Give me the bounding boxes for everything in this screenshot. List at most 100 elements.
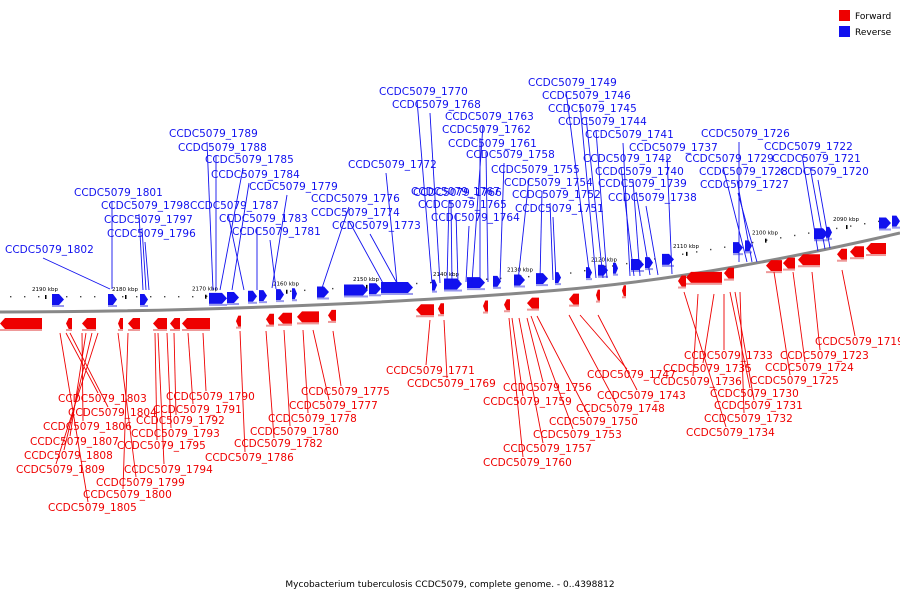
reverse-gene-arrow[interactable] (467, 277, 485, 289)
forward-gene-arrow[interactable] (416, 304, 434, 316)
forward-gene-arrow[interactable] (837, 248, 847, 260)
reverse-gene-label[interactable]: CCDC5079_1781 (232, 226, 321, 238)
reverse-gene-label[interactable]: CCDC5079_1774 (311, 207, 400, 219)
reverse-gene-label[interactable]: CCDC5079_1798 (101, 200, 190, 212)
forward-gene-label[interactable]: CCDC5079_1756 (503, 382, 592, 394)
forward-gene-label[interactable]: CCDC5079_1809 (16, 464, 105, 476)
reverse-gene-label[interactable]: CCDC5079_1788 (178, 142, 267, 154)
forward-gene-label[interactable]: CCDC5079_1759 (483, 396, 572, 408)
reverse-gene-label[interactable]: CCDC5079_1772 (348, 159, 437, 171)
forward-gene-arrow[interactable] (483, 300, 488, 312)
reverse-gene-arrow[interactable] (514, 274, 525, 286)
forward-gene-label[interactable]: CCDC5079_1803 (58, 393, 147, 405)
reverse-gene-label[interactable]: CCDC5079_1720 (780, 166, 869, 178)
forward-gene-label[interactable]: CCDC5079_1807 (30, 436, 119, 448)
forward-gene-arrow[interactable] (118, 318, 123, 329)
reverse-gene-label[interactable]: CCDC5079_1741 (585, 129, 674, 141)
forward-gene-label[interactable]: CCDC5079_1804 (68, 407, 157, 419)
forward-gene-label[interactable]: CCDC5079_1775 (301, 386, 390, 398)
reverse-gene-arrow[interactable] (248, 290, 257, 302)
reverse-gene-label[interactable]: CCDC5079_1767 (411, 186, 500, 198)
forward-gene-label[interactable]: CCDC5079_1724 (765, 362, 854, 374)
reverse-gene-arrow[interactable] (662, 253, 674, 265)
reverse-gene-arrow[interactable] (227, 291, 239, 303)
forward-gene-label[interactable]: CCDC5079_1795 (117, 440, 206, 452)
reverse-gene-arrow[interactable] (814, 228, 828, 240)
forward-gene-label[interactable]: CCDC5079_1747 (587, 369, 676, 381)
forward-gene-arrow[interactable] (153, 318, 167, 329)
forward-gene-label[interactable]: CCDC5079_1792 (136, 415, 225, 427)
reverse-gene-arrow[interactable] (536, 273, 548, 285)
forward-gene-label[interactable]: CCDC5079_1734 (686, 427, 775, 439)
forward-gene-arrow[interactable] (328, 309, 336, 321)
forward-gene-label[interactable]: CCDC5079_1731 (714, 400, 803, 412)
reverse-gene-arrow[interactable] (493, 275, 501, 287)
forward-gene-label[interactable]: CCDC5079_1786 (205, 452, 294, 464)
forward-gene-label[interactable]: CCDC5079_1800 (83, 489, 172, 501)
forward-gene-label[interactable]: CCDC5079_1719 (815, 336, 900, 348)
forward-gene-arrow[interactable] (182, 318, 210, 329)
reverse-gene-arrow[interactable] (259, 290, 267, 302)
reverse-gene-label[interactable]: CCDC5079_1773 (332, 220, 421, 232)
reverse-gene-label[interactable]: CCDC5079_1752 (512, 189, 601, 201)
forward-gene-arrow[interactable] (527, 297, 539, 309)
forward-gene-label[interactable]: CCDC5079_1808 (24, 450, 113, 462)
forward-gene-arrow[interactable] (266, 313, 274, 325)
forward-gene-arrow[interactable] (622, 285, 626, 297)
reverse-gene-arrow[interactable] (381, 281, 413, 293)
reverse-gene-label[interactable]: CCDC5079_1740 (595, 166, 684, 178)
forward-gene-arrow[interactable] (504, 299, 510, 311)
forward-gene-label[interactable]: CCDC5079_1777 (289, 400, 378, 412)
forward-gene-arrow[interactable] (686, 271, 722, 283)
reverse-gene-label[interactable]: CCDC5079_1727 (700, 179, 789, 191)
forward-gene-arrow[interactable] (82, 318, 96, 329)
reverse-gene-label[interactable]: CCDC5079_1770 (379, 86, 468, 98)
forward-gene-arrow[interactable] (766, 260, 782, 272)
reverse-gene-label[interactable]: CCDC5079_1785 (205, 154, 294, 166)
reverse-gene-label[interactable]: CCDC5079_1787 (190, 200, 279, 212)
forward-gene-label[interactable]: CCDC5079_1748 (576, 403, 665, 415)
forward-gene-label[interactable]: CCDC5079_1736 (653, 376, 742, 388)
forward-gene-label[interactable]: CCDC5079_1771 (386, 365, 475, 377)
reverse-gene-label[interactable]: CCDC5079_1737 (629, 142, 718, 154)
forward-gene-arrow[interactable] (170, 318, 180, 329)
reverse-gene-label[interactable]: CCDC5079_1755 (491, 164, 580, 176)
reverse-gene-label[interactable]: CCDC5079_1745 (548, 103, 637, 115)
forward-gene-label[interactable]: CCDC5079_1730 (710, 388, 799, 400)
reverse-gene-arrow[interactable] (276, 289, 284, 301)
forward-gene-arrow[interactable] (278, 312, 292, 324)
forward-gene-label[interactable]: CCDC5079_1725 (750, 375, 839, 387)
forward-gene-label[interactable]: CCDC5079_1733 (684, 350, 773, 362)
reverse-gene-arrow[interactable] (444, 278, 462, 290)
forward-gene-arrow[interactable] (596, 289, 600, 301)
reverse-gene-label[interactable]: CCDC5079_1722 (764, 141, 853, 153)
reverse-gene-label[interactable]: CCDC5079_1761 (448, 138, 537, 150)
reverse-gene-label[interactable]: CCDC5079_1739 (598, 178, 687, 190)
reverse-gene-arrow[interactable] (879, 217, 891, 229)
forward-gene-label[interactable]: CCDC5079_1723 (780, 350, 869, 362)
reverse-gene-label[interactable]: CCDC5079_1802 (5, 244, 94, 256)
reverse-gene-label[interactable]: CCDC5079_1751 (515, 203, 604, 215)
reverse-gene-label[interactable]: CCDC5079_1749 (528, 77, 617, 89)
forward-gene-arrow[interactable] (66, 318, 72, 329)
reverse-gene-label[interactable]: CCDC5079_1776 (311, 193, 400, 205)
reverse-gene-label[interactable]: CCDC5079_1754 (504, 177, 593, 189)
forward-gene-label[interactable]: CCDC5079_1732 (704, 413, 793, 425)
forward-gene-label[interactable]: CCDC5079_1757 (503, 443, 592, 455)
forward-gene-arrow[interactable] (128, 318, 140, 329)
reverse-gene-arrow[interactable] (613, 262, 618, 274)
reverse-gene-label[interactable]: CCDC5079_1763 (445, 111, 534, 123)
reverse-gene-arrow[interactable] (631, 259, 644, 271)
forward-gene-label[interactable]: CCDC5079_1805 (48, 502, 137, 514)
forward-gene-label[interactable]: CCDC5079_1782 (234, 438, 323, 450)
forward-gene-arrow[interactable] (236, 315, 241, 327)
reverse-gene-arrow[interactable] (432, 279, 437, 291)
forward-gene-arrow[interactable] (724, 267, 734, 279)
reverse-gene-label[interactable]: CCDC5079_1721 (772, 153, 861, 165)
reverse-gene-arrow[interactable] (892, 215, 900, 227)
reverse-gene-label[interactable]: CCDC5079_1766 (413, 187, 502, 199)
reverse-gene-arrow[interactable] (317, 286, 329, 298)
forward-gene-arrow[interactable] (0, 318, 42, 329)
reverse-gene-label[interactable]: CCDC5079_1758 (466, 149, 555, 161)
reverse-gene-label[interactable]: CCDC5079_1779 (249, 181, 338, 193)
